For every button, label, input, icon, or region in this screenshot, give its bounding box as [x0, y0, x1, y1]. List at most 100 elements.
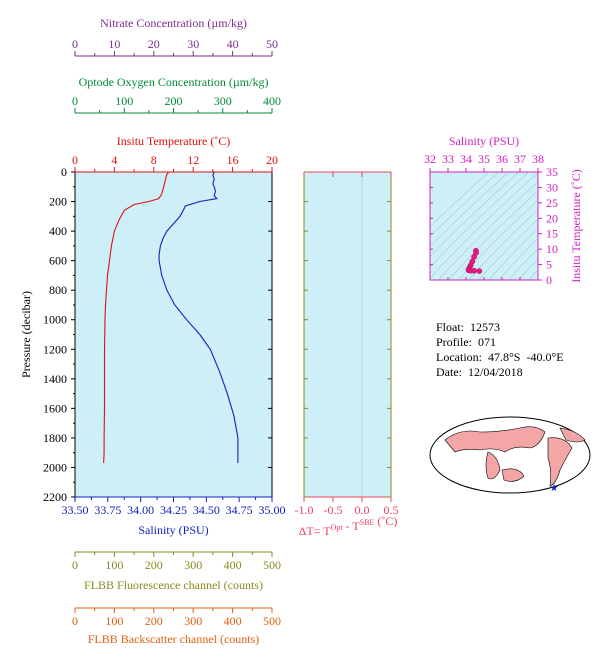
map-landmass — [444, 426, 546, 453]
ts-panel — [429, 171, 539, 281]
date-value: 12/04/2018 — [468, 365, 523, 379]
nitrate-tick-label: 0 — [72, 37, 78, 51]
salinity-tick-label: 34.75 — [226, 503, 253, 517]
date-label: Date: — [436, 365, 462, 379]
fluorescence-tick-label: 400 — [224, 558, 242, 572]
profile-value: 071 — [478, 335, 496, 349]
location-label: Location: — [436, 350, 482, 364]
ts-y-tick-label: 25 — [546, 196, 558, 210]
salinity-axis-label: Salinity (PSU) — [138, 523, 208, 537]
pressure-tick-label: 2200 — [43, 490, 67, 504]
ts-density-contour — [488, 228, 538, 280]
backscatter-axis-label: FLBB Backscatter channel (counts) — [88, 632, 260, 646]
pressure-tick-label: 1400 — [43, 372, 67, 386]
backscatter-tick-label: 300 — [184, 614, 202, 628]
fluorescence-axis-label: FLBB Fluorescence channel (counts) — [84, 578, 263, 592]
profile-panel — [74, 171, 273, 498]
ts-density-contour — [448, 190, 538, 280]
ts-density-contour — [468, 209, 538, 280]
ts-x-axis-label: Salinity (PSU) — [449, 134, 519, 148]
nitrate-tick-label: 50 — [266, 37, 278, 51]
pressure-tick-label: 200 — [49, 195, 67, 209]
ts-density-contour — [430, 172, 520, 258]
delta-axis-label: ΔT= TOpt - TSBE (˚C) — [299, 514, 398, 538]
oxygen-axis-label: Optode Oxygen Concentration (µm/kg) — [79, 75, 269, 89]
delta-axis-label-part: Opt — [331, 523, 344, 532]
fluorescence-tick-label: 0 — [72, 558, 78, 572]
ts-x-tick-label: 36 — [496, 152, 508, 166]
oxygen-tick-label: 0 — [72, 94, 78, 108]
delta-tick-label: -1.0 — [295, 503, 314, 517]
delta-axis-label-part: - T — [343, 519, 361, 533]
salinity-tick-label: 34.50 — [193, 503, 220, 517]
backscatter-tick-label: 0 — [72, 614, 78, 628]
ts-density-contour — [508, 248, 538, 280]
ts-density-contour — [528, 269, 538, 280]
nitrate-tick-label: 30 — [187, 37, 199, 51]
ts-density-contour — [560, 162, 608, 290]
oxygen-tick-label: 100 — [115, 94, 133, 108]
map-landmass — [501, 468, 525, 482]
pressure-tick-label: 600 — [49, 254, 67, 268]
salinity-tick-label: 33.75 — [94, 503, 121, 517]
pressure-axis-label: Pressure (decibar) — [19, 291, 33, 378]
float-location-marker: ★ — [550, 483, 559, 494]
ts-y-tick-label: 10 — [546, 242, 558, 256]
salinity-tick-label: 35.00 — [259, 503, 286, 517]
location-value: 47.8°S -40.0°E — [487, 350, 564, 364]
map-landmass — [485, 451, 501, 480]
backscatter-tick-label: 100 — [105, 614, 123, 628]
delta-axis-label-part: SBE — [360, 518, 375, 527]
pressure-tick-label: 1600 — [43, 401, 67, 415]
oxygen-tick-label: 400 — [263, 94, 281, 108]
ts-y-tick-label: 15 — [546, 227, 558, 241]
ts-points — [465, 247, 483, 274]
ts-density-contour — [580, 162, 608, 290]
ts-x-tick-label: 34 — [460, 152, 472, 166]
temperature-line — [103, 171, 170, 464]
temperature-tick-label: 20 — [266, 153, 278, 167]
ts-x-tick-label: 32 — [424, 152, 436, 166]
delta-t-panel — [304, 172, 391, 497]
fluorescence-tick-label: 100 — [105, 558, 123, 572]
salinity-tick-label: 34.00 — [127, 503, 154, 517]
backscatter-tick-label: 200 — [145, 614, 163, 628]
oxygen-tick-label: 300 — [214, 94, 232, 108]
nitrate-tick-label: 40 — [227, 37, 239, 51]
pressure-tick-label: 400 — [49, 224, 67, 238]
ts-x-tick-label: 38 — [532, 152, 544, 166]
backscatter-tick-label: 500 — [263, 614, 281, 628]
ts-y-tick-label: 20 — [546, 211, 558, 225]
ts-density-contour — [430, 172, 530, 268]
ts-x-tick-label: 33 — [442, 152, 454, 166]
float-label: Float: — [436, 320, 465, 334]
salinity-tick-label: 33.50 — [62, 503, 89, 517]
backscatter-tick-label: 400 — [224, 614, 242, 628]
profile-label: Profile: — [436, 335, 472, 349]
ts-density-contour — [438, 181, 538, 280]
pressure-tick-label: 800 — [49, 283, 67, 297]
fluorescence-tick-label: 300 — [184, 558, 202, 572]
temperature-tick-label: 0 — [72, 153, 78, 167]
delta-tick-label: 0.0 — [355, 503, 370, 517]
ts-point — [476, 268, 483, 274]
ts-point — [471, 267, 477, 274]
oxygen-tick-label: 200 — [165, 94, 183, 108]
map-landmass — [559, 427, 586, 443]
ts-density-contours — [430, 162, 608, 290]
ts-y-tick-label: 0 — [546, 273, 552, 287]
float-value: 12573 — [470, 320, 501, 334]
delta-axis-label-part: (˚C) — [374, 514, 397, 528]
ts-density-contour — [430, 172, 490, 228]
ts-y-tick-label: 5 — [546, 258, 552, 272]
pressure-tick-label: 1800 — [43, 431, 67, 445]
ts-density-contour — [498, 238, 538, 280]
fluorescence-tick-label: 500 — [263, 558, 281, 572]
pressure-tick-label: 0 — [61, 165, 67, 179]
temperature-tick-label: 16 — [227, 153, 239, 167]
temperature-tick-label: 12 — [187, 153, 199, 167]
nitrate-axis-label: Nitrate Concentration (µm/kg) — [100, 16, 247, 30]
ts-x-tick-label: 37 — [514, 152, 526, 166]
temperature-axis-label: Insitu Temperature (˚C) — [117, 134, 231, 148]
nitrate-tick-label: 20 — [148, 37, 160, 51]
